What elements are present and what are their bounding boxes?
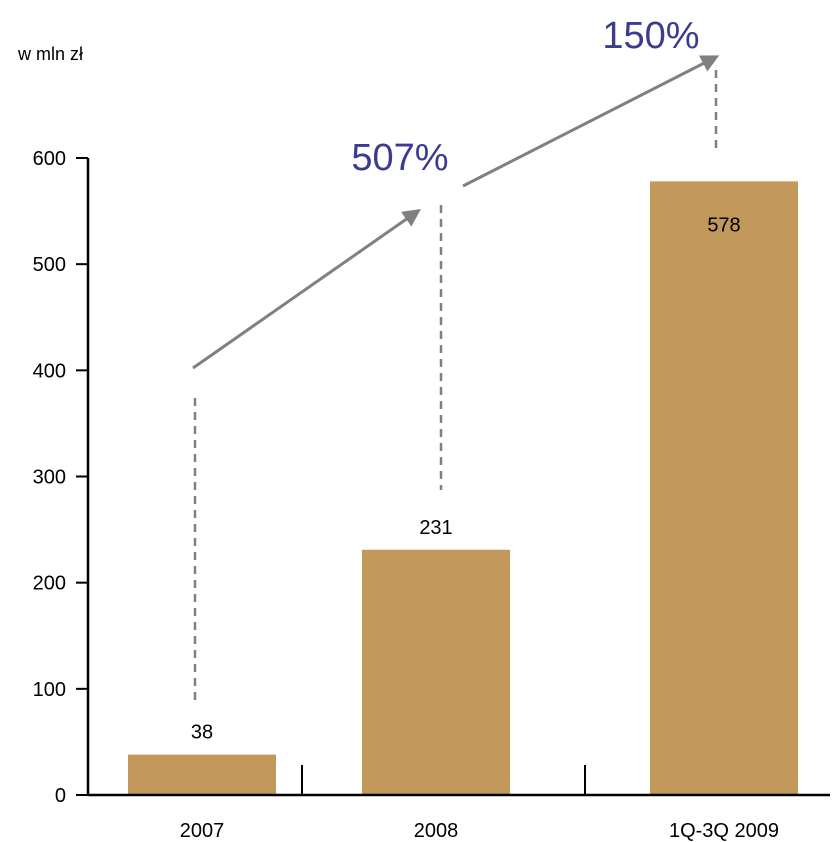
unit-label: w mln zł	[17, 44, 83, 64]
y-tick-label-300: 300	[33, 467, 66, 489]
x-category-label-2: 1Q-3Q 2009	[669, 820, 779, 842]
y-ticks: 0 100 200 300 400 500 600	[33, 148, 88, 807]
x-category-label-0: 2007	[180, 820, 225, 842]
data-label-0: 38	[191, 722, 213, 744]
y-tick-label-100: 100	[33, 679, 66, 701]
growth-label-1: 150%	[602, 15, 699, 57]
growth-arrow-0	[192, 208, 421, 370]
data-label-1: 231	[419, 517, 452, 539]
data-label-2: 578	[707, 214, 740, 236]
y-tick-label-500: 500	[33, 254, 66, 276]
growth-arrow-1	[462, 55, 720, 188]
x-category-label-1: 2008	[414, 820, 459, 842]
y-tick-label-0: 0	[55, 785, 66, 807]
growth-annotations: 507% 150%	[192, 15, 720, 700]
bar-1	[362, 549, 510, 795]
y-tick-label-600: 600	[33, 148, 66, 170]
bars	[128, 181, 798, 795]
y-tick-label-400: 400	[33, 360, 66, 382]
x-categories: 2007 2008 1Q-3Q 2009	[180, 820, 779, 842]
bar-2	[650, 181, 798, 795]
growth-label-0: 507%	[351, 137, 448, 179]
data-labels: 38 231 578	[191, 214, 741, 743]
y-tick-label-200: 200	[33, 573, 66, 595]
bar-0	[128, 754, 276, 795]
